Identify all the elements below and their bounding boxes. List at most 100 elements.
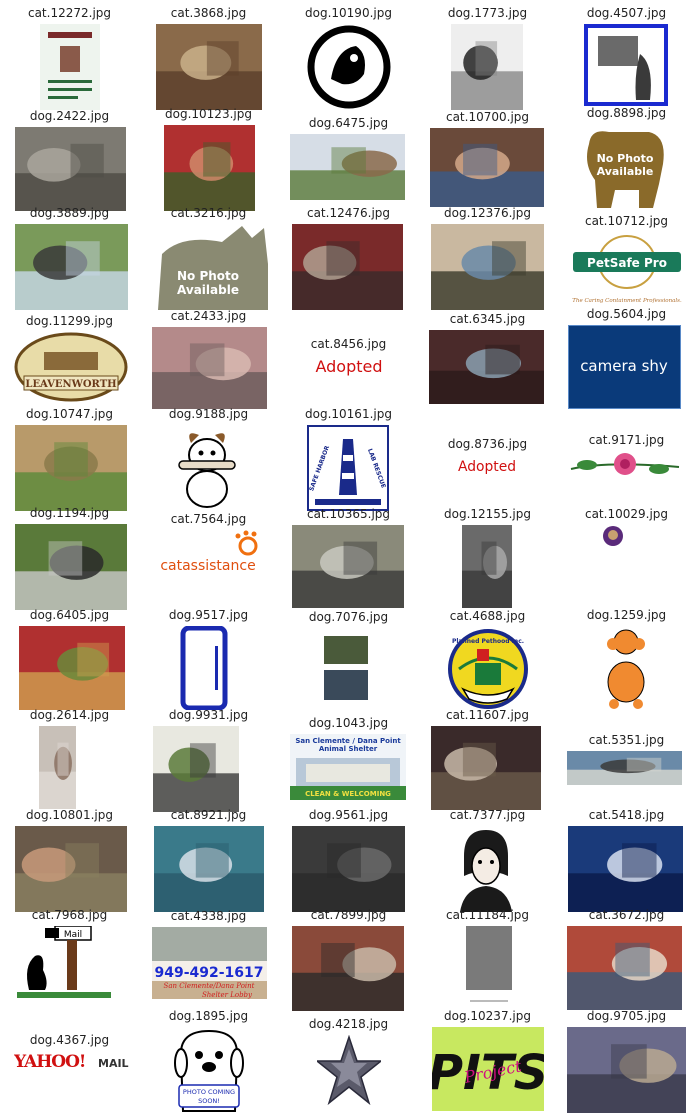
image-filename-label: cat.11607.jpg bbox=[445, 708, 530, 722]
grid-cell: dog.11299.jpg LEAVENWORTH bbox=[0, 305, 139, 405]
image-filename-label: cat.6345.jpg bbox=[449, 312, 526, 326]
image-filename-label: dog.4367.jpg bbox=[29, 1033, 110, 1047]
image-filename-label: cat.5351.jpg bbox=[588, 733, 665, 747]
image-thumbnail bbox=[164, 125, 255, 211]
grid-cell: dog.1773.jpg bbox=[418, 4, 557, 110]
grid-cell: dog.6405.jpg bbox=[0, 606, 139, 710]
image-filename-label: dog.4507.jpg bbox=[586, 6, 667, 20]
image-thumbnail bbox=[156, 24, 262, 110]
grid-cell: cat.6345.jpg bbox=[418, 305, 557, 405]
grid-cell: cat.5418.jpg bbox=[557, 806, 696, 912]
grid-cell: dog.1194.jpg bbox=[0, 505, 139, 610]
grid-cell: cat.4688.jpg Planned Pethood Inc. bbox=[418, 606, 557, 710]
grid-cell: dog.3889.jpg bbox=[0, 204, 139, 310]
image-filename-label: dog.9931.jpg bbox=[168, 708, 249, 722]
image-filename-label: dog.8736.jpg bbox=[447, 437, 528, 451]
grid-cell: dog.9561.jpg bbox=[279, 806, 418, 912]
image-thumbnail bbox=[292, 525, 404, 608]
image-filename-label: cat.7968.jpg bbox=[31, 908, 108, 922]
image-thumbnail bbox=[15, 524, 127, 610]
image-thumbnail bbox=[451, 24, 523, 110]
svg-text:Planned Pethood Inc.: Planned Pethood Inc. bbox=[452, 638, 524, 645]
grid-cell: dog.4218.jpg bbox=[279, 1007, 418, 1107]
image-filename-label: cat.10700.jpg bbox=[445, 110, 530, 124]
grid-cell: cat.4338.jpg 949-492-1617 San Clemente/D… bbox=[139, 906, 278, 1006]
image-thumbnail bbox=[450, 826, 522, 912]
grid-cell: cat.8456.jpg Adopted bbox=[279, 305, 418, 405]
image-filename-label: cat.7564.jpg bbox=[170, 512, 247, 526]
grid-cell: cat.10700.jpg bbox=[418, 104, 557, 207]
image-filename-label: dog.8898.jpg bbox=[586, 106, 667, 120]
svg-text:CLEAN & WELCOMING: CLEAN & WELCOMING bbox=[305, 790, 391, 798]
image-filename-label: cat.9171.jpg bbox=[588, 433, 665, 447]
image-thumbnail: PITS Project bbox=[432, 1027, 544, 1111]
image-thumbnail bbox=[19, 626, 125, 710]
grid-cell: cat.7377.jpg bbox=[418, 806, 557, 912]
image-thumbnail bbox=[429, 330, 544, 404]
svg-text:camera shy: camera shy bbox=[580, 357, 668, 375]
grid-cell: cat.3216.jpg No Photo Available bbox=[139, 204, 278, 310]
svg-text:San Clemente/Dana Point: San Clemente/Dana Point bbox=[164, 982, 255, 990]
image-thumbnail bbox=[153, 726, 239, 812]
image-thumbnail bbox=[171, 425, 243, 511]
image-thumbnail: YAHOO! MAIL bbox=[14, 1051, 129, 1071]
image-thumbnail bbox=[306, 24, 392, 110]
image-thumbnail bbox=[15, 826, 127, 912]
image-thumbnail bbox=[567, 1027, 686, 1113]
image-filename-label: cat.11184.jpg bbox=[445, 908, 530, 922]
grid-cell: dog.10190.jpg bbox=[279, 4, 418, 110]
svg-text:YAHOO!: YAHOO! bbox=[14, 1052, 85, 1071]
grid-cell: cat.7564.jpg catassistance bbox=[139, 505, 278, 605]
image-thumbnail bbox=[15, 127, 126, 211]
image-filename-label: dog.2614.jpg bbox=[29, 708, 110, 722]
image-filename-label: dog.10237.jpg bbox=[444, 1009, 531, 1023]
image-filename-label: dog.11299.jpg bbox=[26, 314, 113, 328]
image-filename-label: cat.12476.jpg bbox=[306, 206, 391, 220]
svg-text:949-492-1617: 949-492-1617 bbox=[154, 965, 263, 981]
image-thumbnail bbox=[290, 134, 405, 200]
svg-text:Adopted: Adopted bbox=[458, 459, 516, 475]
image-thumbnail: catassistance bbox=[154, 530, 263, 576]
image-thumbnail bbox=[179, 626, 229, 710]
grid-cell: cat.2433.jpg bbox=[139, 305, 278, 409]
grid-cell: dog.8736.jpg Adopted bbox=[418, 405, 557, 505]
image-filename-label: dog.1194.jpg bbox=[29, 506, 110, 520]
grid-cell: cat.12272.jpg bbox=[0, 4, 139, 110]
image-thumbnail bbox=[568, 826, 683, 912]
image-filename-label: dog.6405.jpg bbox=[29, 608, 110, 622]
image-filename-label: dog.4218.jpg bbox=[308, 1017, 389, 1031]
grid-cell: cat.10712.jpg PetSafe Pro The Caring Con… bbox=[557, 204, 696, 307]
svg-text:Adopted: Adopted bbox=[315, 357, 382, 376]
image-filename-label: dog.9188.jpg bbox=[168, 407, 249, 421]
grid-cell: dog.8898.jpg No Photo Available bbox=[557, 104, 696, 210]
image-thumbnail bbox=[292, 224, 403, 310]
image-thumbnail bbox=[430, 128, 544, 207]
grid-cell: dog.1043.jpg San Clemente / Dana Point A… bbox=[279, 706, 418, 806]
image-filename-label: cat.2433.jpg bbox=[170, 309, 247, 323]
image-thumbnail bbox=[466, 926, 512, 1008]
image-filename-label: cat.10029.jpg bbox=[584, 507, 669, 521]
image-filename-label: cat.8456.jpg bbox=[310, 337, 387, 351]
grid-cell: dog.10161.jpg SAFE HARBOR LAB RESCUE bbox=[279, 405, 418, 511]
image-filename-label: dog.9517.jpg bbox=[168, 608, 249, 622]
svg-text:LEAVENWORTH: LEAVENWORTH bbox=[25, 379, 116, 390]
grid-cell: cat.3672.jpg bbox=[557, 906, 696, 1010]
image-thumbnail: LEAVENWORTH bbox=[14, 332, 128, 402]
image-filename-label: dog.1773.jpg bbox=[447, 6, 528, 20]
image-thumbnail bbox=[605, 626, 647, 710]
grid-cell: cat.11607.jpg bbox=[418, 706, 557, 810]
image-thumbnail bbox=[292, 826, 405, 912]
image-filename-label: dog.7076.jpg bbox=[308, 610, 389, 624]
image-filename-label: dog.9705.jpg bbox=[586, 1009, 667, 1023]
image-filename-label: dog.10801.jpg bbox=[26, 808, 113, 822]
image-filename-label: cat.10365.jpg bbox=[306, 507, 391, 521]
grid-cell: dog.7076.jpg bbox=[279, 606, 418, 712]
image-filename-label: cat.4338.jpg bbox=[170, 909, 247, 923]
image-filename-label: dog.1043.jpg bbox=[308, 716, 389, 730]
image-filename-label: dog.12376.jpg bbox=[444, 206, 531, 220]
image-thumbnail: SAFE HARBOR LAB RESCUE bbox=[307, 425, 389, 511]
image-thumbnail: No Photo Available bbox=[152, 224, 270, 310]
grid-cell: dog.6475.jpg bbox=[279, 104, 418, 204]
image-filename-label: dog.10161.jpg bbox=[305, 407, 392, 421]
image-filename-label: dog.10123.jpg bbox=[165, 107, 252, 121]
